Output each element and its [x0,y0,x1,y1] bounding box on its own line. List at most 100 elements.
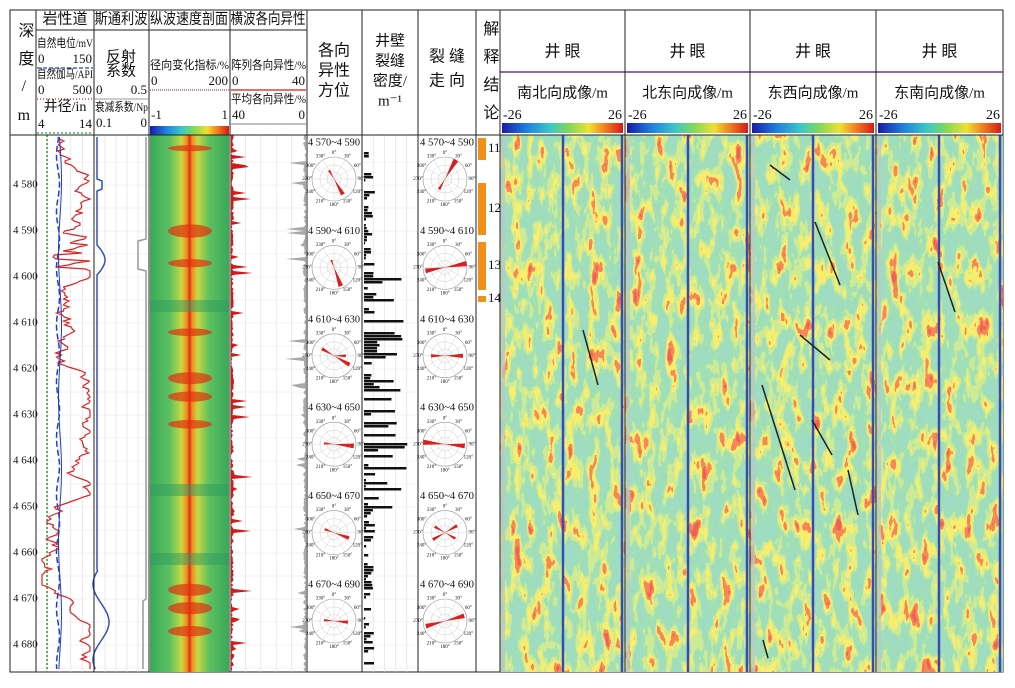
rose-label: 120° [464,279,474,284]
rose-label: 210° [316,553,326,558]
rose-spoke [333,267,354,279]
fracture-density-bar [364,356,386,359]
fracture-density-bar [364,218,367,221]
fracture-density-bar [364,539,371,542]
scale-min: 0 [232,73,239,88]
fracture-trace [582,329,599,386]
rose-label: 180° [440,645,450,650]
rose-label: 180° [329,292,339,297]
rose-label: 300° [417,341,427,346]
rose-label: 0° [443,593,448,598]
rose-label: 120° [464,190,474,195]
image-title: 井 眼 [921,43,957,61]
rose-label: 180° [440,468,450,473]
rose-spoke [322,444,335,464]
fracture-density-bar [364,473,376,476]
fracture-density-bar [364,332,395,335]
conclusion-box [478,242,486,290]
interval-label: 4 650~4 670 [308,490,360,502]
fracture-density-bar [364,593,371,596]
rose-label: 240° [306,455,316,460]
rose-spoke [444,620,457,641]
rose-spoke [444,256,465,268]
rose-label: 270° [302,531,312,536]
rose-label: 210° [316,288,326,293]
track-title: m⁻¹ [378,93,402,109]
fracture-density-bar [364,224,366,227]
fracture-density-bar [364,347,378,350]
rose-label: 30° [344,155,351,160]
fracture-density-bar [364,320,404,323]
rose-label: 90° [358,266,365,271]
rose-label: 90° [469,177,476,182]
fracture-density-bar [364,464,369,467]
scale-max: 0 [141,115,148,130]
scale-min: 0 [96,82,103,97]
rose-petal [433,525,445,533]
depth-label: 4 600 [13,271,38,283]
rose-label: 150° [343,200,353,205]
scale-min: -26 [753,108,772,123]
fracture-density-bar [364,467,407,470]
scale-min: 0 [38,51,45,66]
rose-petal [334,354,346,358]
rose-label: 0° [332,151,337,156]
rose-label: 60° [465,518,472,523]
colorbar [627,123,748,133]
rose-label: 30° [344,597,351,602]
fracture-density-bar [364,341,378,344]
scale-max: 26 [608,108,622,123]
rose-label: 240° [417,190,427,195]
rose-spoke [314,256,335,268]
interval-label: 4 610~4 630 [308,313,360,325]
track-title: 斯通利波 [95,10,148,27]
colorbar [150,126,229,135]
rose-label: 240° [306,544,316,549]
rose-label: 210° [427,553,437,558]
rose-label: 0° [443,505,448,510]
rose-label: 30° [455,155,462,160]
fracture-density-bar [364,263,375,266]
rose-petal [445,353,463,358]
fracture-density-bar [364,662,375,665]
rose-label: 300° [417,164,427,169]
fracture-density-bar [364,482,388,485]
depth-label: 4 640 [13,455,38,467]
rose-spoke [333,609,354,622]
rose-label: 270° [302,442,312,447]
rose-label: 120° [464,632,474,637]
interval-label: 4 590~4 610 [308,225,360,237]
fracture-density-bar [364,509,373,512]
rose-spoke [333,344,354,356]
rose-label: 30° [344,243,351,248]
rose-label: 60° [465,253,472,258]
fracture-density-bar [364,254,367,257]
rose-label: 60° [465,429,472,434]
rose-label: 150° [454,288,464,293]
rose-label: 90° [358,177,365,182]
rose-label: 90° [469,619,476,624]
fracture-density-bar [364,239,367,242]
rose-label: 270° [413,442,423,447]
rose-label: 330° [427,508,437,513]
rose-petal [423,439,445,445]
rose-label: 330° [316,243,326,248]
conclusion-box [478,138,486,160]
rose-label: 30° [455,331,462,336]
rose-label: 240° [306,279,316,284]
rose-spoke [322,532,335,552]
rose-label: 300° [417,518,427,523]
rose-label: 240° [417,279,427,284]
fracture-density-bar [364,293,377,296]
rose-spoke [444,178,465,191]
p-wave-anomaly [168,145,212,152]
rose-spoke [333,601,346,622]
pad-gap [751,135,755,672]
fracture-density-bar [364,242,366,245]
rose-spoke [322,267,335,287]
fracture-density-bar [364,353,397,356]
rose-spoke [333,167,354,180]
fracture-density-bar [364,248,371,251]
rose-petal [425,621,445,629]
